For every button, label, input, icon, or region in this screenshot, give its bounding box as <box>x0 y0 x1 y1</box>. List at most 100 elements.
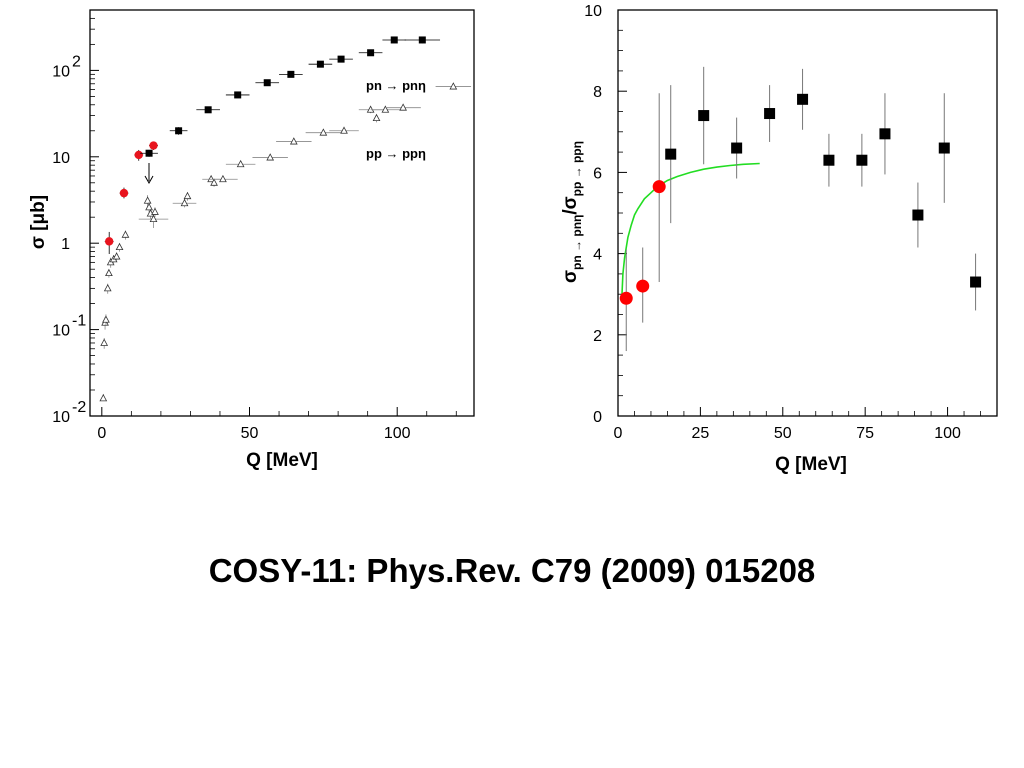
black-square-marker <box>390 36 398 44</box>
red-circle-point <box>636 247 650 323</box>
open-triangle-point <box>99 393 108 402</box>
open-triangle-point <box>252 153 288 161</box>
open-triangle-point <box>370 105 401 113</box>
black-square-marker <box>970 276 982 288</box>
open-triangle-marker <box>210 178 218 186</box>
left-y-tick-label: 10 <box>52 150 70 167</box>
black-square-point <box>665 85 677 224</box>
black-square-point <box>938 93 950 203</box>
right-y-label-sub-pp: pp → ppη <box>570 141 584 196</box>
left-y-tick-label: 10 <box>52 409 70 426</box>
right-x-tick-label: 100 <box>934 425 961 442</box>
black-square-marker <box>316 60 324 68</box>
right-x-axis-label: Q [MeV] <box>775 454 847 475</box>
red-circle-marker <box>105 237 114 246</box>
black-square-point <box>764 85 776 142</box>
black-square-point <box>329 55 353 63</box>
open-triangle-marker <box>115 242 124 251</box>
open-triangle-point <box>435 82 472 90</box>
open-triangle-marker <box>219 174 227 183</box>
red-circle-marker <box>119 188 129 198</box>
left-y-tick-label: 1 <box>61 236 70 253</box>
black-square-marker <box>856 154 868 166</box>
open-triangle-point <box>151 207 159 218</box>
black-square-point <box>382 36 407 44</box>
right-x-tick-label: 0 <box>614 425 623 442</box>
open-triangle-marker <box>372 113 381 122</box>
black-square-point <box>279 70 303 78</box>
open-triangle-point <box>105 268 113 278</box>
right-x-ticks: 0 25 50 75 100 <box>614 407 981 442</box>
black-square-marker <box>204 106 212 114</box>
black-square-marker <box>337 55 345 63</box>
red-circle-marker <box>636 279 650 293</box>
black-square-point <box>856 133 868 187</box>
right-y-label-sub-pn: pn → pnη <box>570 215 584 270</box>
right-y-label-slash: /σ <box>560 196 581 214</box>
open-triangle-marker <box>289 137 298 145</box>
right-y-tick-label: 6 <box>593 165 602 182</box>
right-x-tick-label: 25 <box>691 425 709 442</box>
red-circle-marker <box>134 150 143 160</box>
right-y-tick-label: 4 <box>593 247 602 264</box>
black-square-marker <box>764 108 776 120</box>
left-x-ticks: 0 50 100 <box>97 407 457 442</box>
black-square-marker <box>418 36 426 44</box>
black-square-marker <box>287 70 295 78</box>
open-triangle-point <box>121 230 130 240</box>
open-triangle-point <box>115 242 124 252</box>
black-square-marker <box>731 142 743 154</box>
left-plot-frame <box>89 9 475 417</box>
black-square-marker <box>879 128 891 140</box>
open-triangle-marker <box>102 315 110 323</box>
black-square-point <box>731 117 743 179</box>
open-triangle-marker <box>183 191 192 200</box>
open-triangle-marker <box>151 207 159 215</box>
left-y-tick-exponent: -2 <box>72 399 86 416</box>
left-x-axis-label: Q [MeV] <box>246 450 318 471</box>
right-x-tick-label: 50 <box>774 425 792 442</box>
red-circle-marker <box>149 141 158 150</box>
ratio-chart: 0 2 4 6 8 10 0 25 50 75 100 Q [MeV] σpn → pnη/σpp… <box>560 3 998 475</box>
red-circle-point <box>652 93 666 283</box>
open-triangle-point <box>372 113 381 123</box>
left-x-tick-label: 100 <box>384 425 411 442</box>
black-square-marker <box>234 91 242 99</box>
open-triangle-point <box>112 252 121 262</box>
black-square-marker <box>797 93 809 105</box>
left-x-tick-label: 0 <box>97 425 106 442</box>
black-square-marker <box>698 110 710 122</box>
black-square-marker <box>263 79 271 87</box>
black-square-point <box>404 36 441 44</box>
black-square-point <box>140 149 158 157</box>
left-y-tick-label: 10 <box>52 63 70 80</box>
open-triangle-point <box>102 314 110 327</box>
open-triangle-point <box>145 201 153 214</box>
open-triangle-point <box>225 159 256 168</box>
black-square-marker <box>175 127 183 135</box>
red-circle-point <box>104 231 114 254</box>
open-triangle-marker <box>121 230 130 238</box>
open-triangle-marker <box>207 174 215 183</box>
black-square-marker <box>938 142 950 154</box>
black-square-point <box>797 68 809 130</box>
open-triangle-point <box>100 337 109 349</box>
black-square-point <box>169 127 188 135</box>
red-circle-point <box>149 141 158 150</box>
open-triangle-point <box>208 174 238 183</box>
open-triangle-marker <box>381 105 390 113</box>
right-x-tick-label: 75 <box>856 425 874 442</box>
black-square-marker <box>912 209 924 221</box>
open-triangle-point <box>143 195 152 208</box>
right-y-axis-label: σpn → pnη/σpp → ppη <box>560 141 584 283</box>
open-triangle-marker <box>105 268 113 277</box>
open-triangle-point <box>329 126 359 134</box>
red-circle-point <box>134 149 144 161</box>
open-triangle-marker <box>449 82 458 90</box>
citation: COSY-11: Phys.Rev. C79 (2009) 015208 <box>208 552 816 589</box>
open-triangle-marker <box>99 394 108 402</box>
open-triangle-marker <box>340 126 348 134</box>
black-square-point <box>823 133 835 187</box>
